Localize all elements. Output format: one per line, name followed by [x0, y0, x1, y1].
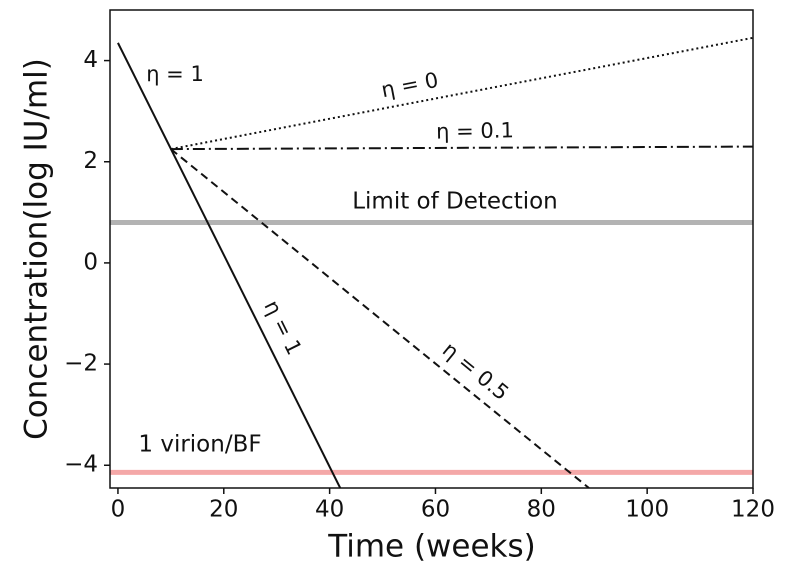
reference-label: Limit of Detection — [352, 189, 558, 215]
annotation: η = 1 — [146, 62, 204, 86]
y-tick-label: −4 — [64, 452, 98, 478]
plot-frame — [109, 9, 754, 489]
y-tick-label: 0 — [83, 249, 98, 275]
y-tick-label: 4 — [83, 47, 98, 73]
x-tick-label: 0 — [111, 497, 126, 523]
line-series — [170, 36, 753, 151]
y-tick-label: −2 — [64, 351, 98, 377]
reference-label: 1 virion/BF — [138, 432, 261, 458]
x-axis-label: Time (weeks) — [327, 529, 536, 565]
y-axis-label: Concentration(log IU/ml) — [19, 58, 55, 440]
x-tick-label: 60 — [421, 497, 450, 523]
line-series — [117, 42, 342, 488]
series-label: η = 1 — [259, 296, 306, 358]
x-tick-label: 100 — [625, 497, 669, 523]
x-tick-label: 20 — [209, 497, 238, 523]
line-series — [170, 145, 753, 151]
series-label: η = 0 — [379, 68, 440, 102]
x-tick-label: 80 — [527, 497, 556, 523]
x-tick-label: 120 — [731, 497, 775, 523]
x-tick-label: 40 — [315, 497, 344, 523]
y-tick-label: 2 — [83, 148, 98, 174]
line-series — [170, 148, 590, 488]
series-label: η = 0.1 — [436, 118, 514, 143]
